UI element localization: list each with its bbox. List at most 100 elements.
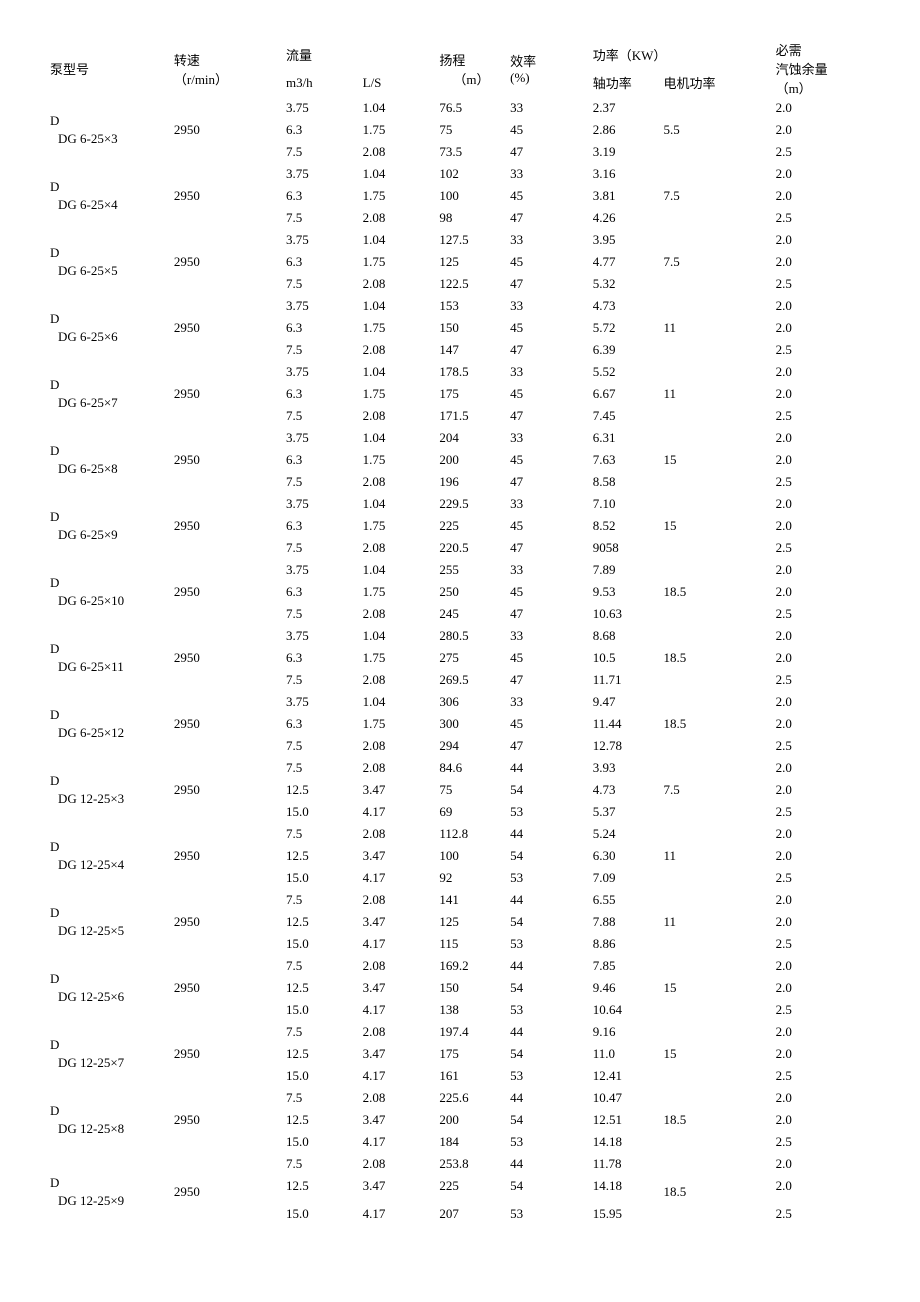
cell-model: DDG 12-25×3	[50, 757, 174, 823]
cell-ls: 1.75	[363, 647, 440, 669]
cell-m3h: 3.75	[286, 295, 363, 317]
cell-head: 69	[439, 801, 510, 823]
cell-ls: 3.47	[363, 1043, 440, 1065]
cell-shaft: 7.09	[593, 867, 664, 889]
cell-m3h: 12.5	[286, 977, 363, 999]
cell-npsh: 2.0	[776, 317, 870, 339]
cell-npsh: 2.0	[776, 383, 870, 405]
cell-motor: 15	[663, 493, 775, 559]
cell-model: DDG 6-25×12	[50, 691, 174, 757]
cell-npsh: 2.0	[776, 779, 870, 801]
cell-shaft: 4.73	[593, 295, 664, 317]
cell-head: 280.5	[439, 625, 510, 647]
cell-eff: 54	[510, 845, 593, 867]
cell-shaft: 3.93	[593, 757, 664, 779]
cell-shaft: 11.71	[593, 669, 664, 691]
cell-ls: 3.47	[363, 977, 440, 999]
cell-m3h: 3.75	[286, 625, 363, 647]
cell-ls: 1.75	[363, 317, 440, 339]
cell-shaft: 11.0	[593, 1043, 664, 1065]
cell-shaft: 4.77	[593, 251, 664, 273]
cell-speed: 2950	[174, 493, 286, 559]
cell-head: 225	[439, 515, 510, 537]
cell-eff: 45	[510, 581, 593, 603]
cell-shaft: 10.47	[593, 1087, 664, 1109]
cell-head: 112.8	[439, 823, 510, 845]
cell-head: 102	[439, 163, 510, 185]
cell-head: 127.5	[439, 229, 510, 251]
cell-m3h: 3.75	[286, 493, 363, 515]
cell-head: 178.5	[439, 361, 510, 383]
cell-npsh: 2.0	[776, 691, 870, 713]
cell-ls: 2.08	[363, 823, 440, 845]
cell-shaft: 11.78	[593, 1153, 664, 1175]
cell-shaft: 11.44	[593, 713, 664, 735]
cell-speed: 2950	[174, 97, 286, 163]
cell-shaft: 7.45	[593, 405, 664, 427]
cell-eff: 53	[510, 801, 593, 823]
cell-m3h: 3.75	[286, 559, 363, 581]
cell-shaft: 10.64	[593, 999, 664, 1021]
cell-ls: 2.08	[363, 1153, 440, 1175]
cell-eff: 45	[510, 449, 593, 471]
cell-head: 275	[439, 647, 510, 669]
cell-speed: 2950	[174, 361, 286, 427]
cell-ls: 2.08	[363, 955, 440, 977]
cell-m3h: 6.3	[286, 581, 363, 603]
cell-shaft: 6.67	[593, 383, 664, 405]
cell-ls: 4.17	[363, 1197, 440, 1231]
cell-npsh: 2.5	[776, 537, 870, 559]
table-row: DDG 12-25×729507.52.08197.4449.16152.0	[50, 1021, 870, 1043]
cell-npsh: 2.5	[776, 867, 870, 889]
cell-m3h: 15.0	[286, 1197, 363, 1231]
cell-m3h: 7.5	[286, 339, 363, 361]
cell-ls: 1.04	[363, 559, 440, 581]
hdr-eff: 效率(%)	[510, 40, 593, 97]
cell-ls: 4.17	[363, 1131, 440, 1153]
cell-head: 73.5	[439, 141, 510, 163]
cell-head: 196	[439, 471, 510, 493]
cell-m3h: 6.3	[286, 449, 363, 471]
cell-head: 92	[439, 867, 510, 889]
cell-m3h: 3.75	[286, 427, 363, 449]
table-row: DDG 12-25×629507.52.08169.2447.85152.0	[50, 955, 870, 977]
cell-eff: 33	[510, 427, 593, 449]
cell-eff: 53	[510, 1065, 593, 1087]
cell-npsh: 2.0	[776, 845, 870, 867]
cell-npsh: 2.0	[776, 647, 870, 669]
cell-m3h: 7.5	[286, 735, 363, 757]
cell-motor: 15	[663, 955, 775, 1021]
cell-head: 125	[439, 251, 510, 273]
cell-motor: 7.5	[663, 757, 775, 823]
cell-eff: 33	[510, 295, 593, 317]
cell-eff: 45	[510, 647, 593, 669]
hdr-head: 扬程（m）	[439, 40, 510, 97]
cell-eff: 45	[510, 251, 593, 273]
cell-eff: 47	[510, 405, 593, 427]
cell-eff: 33	[510, 493, 593, 515]
cell-shaft: 12.41	[593, 1065, 664, 1087]
cell-head: 141	[439, 889, 510, 911]
cell-speed: 2950	[174, 559, 286, 625]
table-row: DDG 6-25×529503.751.04127.5333.957.52.0	[50, 229, 870, 251]
cell-speed: 2950	[174, 889, 286, 955]
cell-eff: 53	[510, 1131, 593, 1153]
cell-shaft: 6.55	[593, 889, 664, 911]
cell-npsh: 2.0	[776, 163, 870, 185]
cell-m3h: 6.3	[286, 515, 363, 537]
cell-npsh: 2.5	[776, 471, 870, 493]
cell-eff: 47	[510, 141, 593, 163]
cell-ls: 3.47	[363, 845, 440, 867]
cell-m3h: 15.0	[286, 999, 363, 1021]
cell-head: 75	[439, 119, 510, 141]
cell-speed: 2950	[174, 229, 286, 295]
cell-model: DDG 6-25×10	[50, 559, 174, 625]
cell-m3h: 7.5	[286, 141, 363, 163]
cell-ls: 2.08	[363, 1021, 440, 1043]
cell-m3h: 7.5	[286, 1087, 363, 1109]
hdr-shaft: 轴功率	[593, 69, 664, 98]
cell-speed: 2950	[174, 1153, 286, 1231]
cell-head: 245	[439, 603, 510, 625]
cell-head: 115	[439, 933, 510, 955]
cell-shaft: 6.39	[593, 339, 664, 361]
